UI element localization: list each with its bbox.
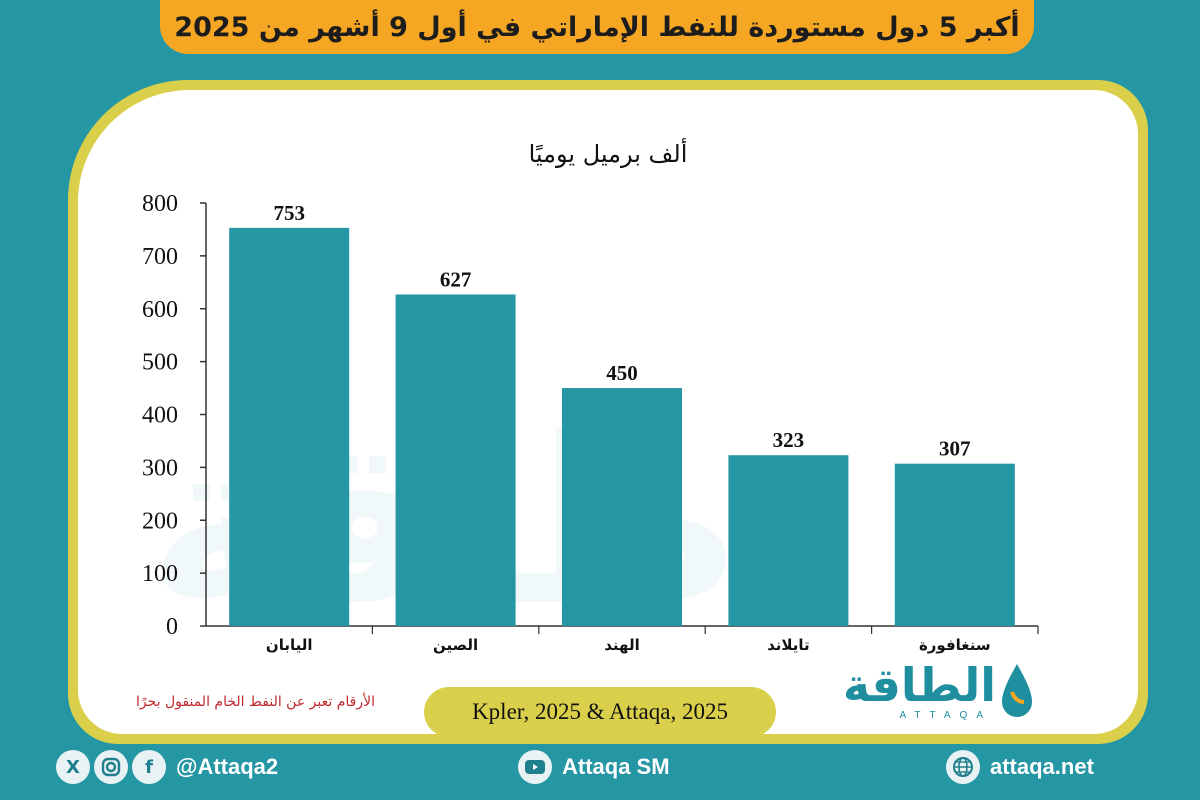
- logo-text: الطاقة: [842, 658, 996, 712]
- bar-chart: 0 100 200 300 400 500 600 700 800 753 اليابان 627 ال…: [142, 191, 1039, 654]
- y-tick-label: 0: [166, 614, 178, 640]
- y-tick-label: 800: [142, 191, 178, 217]
- data-label: 323: [773, 428, 805, 452]
- chart-title: أكبر 5 دول مستوردة للنفط الإماراتي في أو…: [174, 11, 1020, 43]
- unit-label: ألف برميل يوميًا: [528, 140, 688, 168]
- x-icon[interactable]: X: [56, 750, 90, 784]
- bar: [894, 463, 1015, 626]
- y-tick-label: 600: [142, 297, 178, 323]
- facebook-icon[interactable]: f: [132, 750, 166, 784]
- data-label: 753: [273, 201, 305, 225]
- instagram-icon[interactable]: [94, 750, 128, 784]
- website-url: attaqa.net: [990, 754, 1094, 779]
- y-tick-label: 700: [142, 244, 178, 270]
- social-handle[interactable]: @Attaqa2: [176, 754, 279, 779]
- bar: [395, 294, 516, 626]
- social-links: X f @Attaqa2: [56, 748, 278, 786]
- category-label: سنغافورة: [919, 636, 991, 654]
- y-tick-label: 200: [142, 508, 178, 534]
- youtube-channel: Attaqa SM: [562, 754, 670, 779]
- bar: [229, 227, 350, 626]
- footnote: الأرقام تعبر عن النفط الخام المنقول بحرً…: [136, 694, 375, 710]
- bar: [562, 388, 682, 626]
- category-label: الهند: [604, 636, 639, 654]
- globe-icon: [946, 750, 980, 784]
- data-label: 307: [939, 437, 971, 461]
- footer: X f @Attaqa2 Attaqa SM attaqa.net: [0, 740, 1200, 800]
- attaqa-logo: الطاقة ATTAQA: [843, 658, 1040, 722]
- y-tick-label: 300: [142, 455, 178, 481]
- y-tick-label: 500: [142, 350, 178, 376]
- source-label: Kpler, 2025 & Attaqa, 2025: [424, 687, 776, 737]
- data-label: 627: [440, 267, 472, 291]
- youtube-link[interactable]: Attaqa SM: [518, 748, 670, 786]
- data-label: 450: [606, 361, 638, 385]
- y-tick-label: 100: [142, 561, 178, 587]
- y-tick-label: 400: [142, 403, 178, 429]
- category-label: اليابان: [266, 636, 313, 654]
- website-link[interactable]: attaqa.net: [946, 748, 1094, 786]
- category-label: تايلاند: [767, 636, 810, 654]
- category-label: الصين: [433, 636, 478, 654]
- logo-subtext: ATTAQA: [899, 710, 992, 721]
- youtube-icon: [518, 750, 552, 784]
- bar: [728, 455, 849, 626]
- drop-icon: [1002, 664, 1032, 717]
- chart-card: طاقة ألف برميل يوميًا 010020030040050060…: [78, 90, 1138, 734]
- title-banner: أكبر 5 دول مستوردة للنفط الإماراتي في أو…: [160, 0, 1034, 54]
